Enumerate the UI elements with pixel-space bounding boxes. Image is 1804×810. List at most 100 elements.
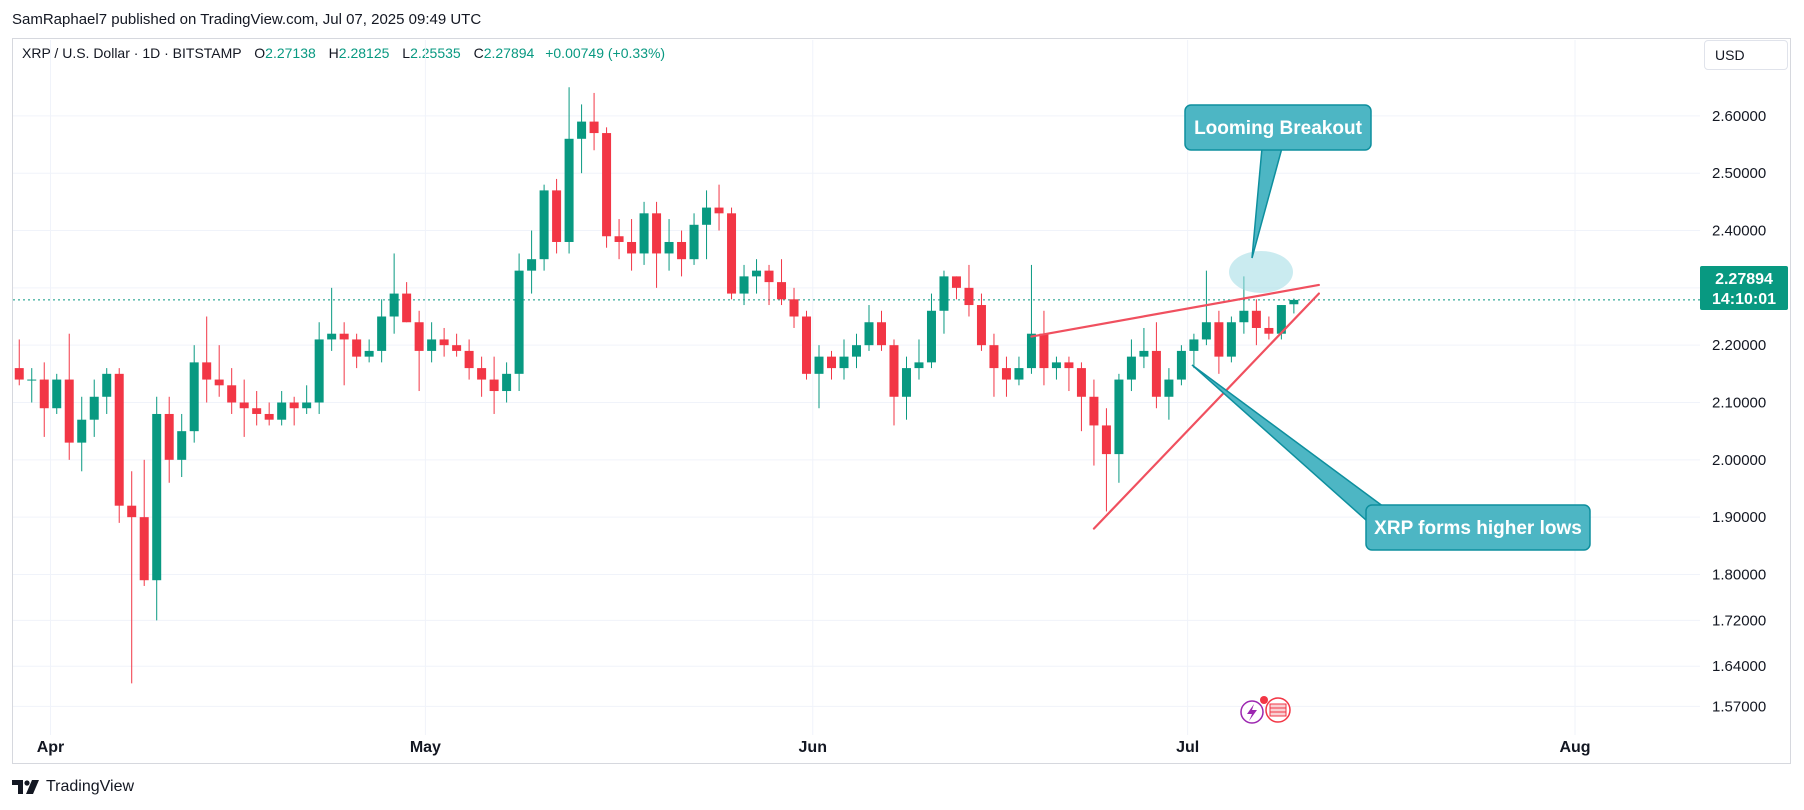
candle[interactable] [1151, 322, 1161, 409]
event-icons[interactable] [1240, 696, 1291, 724]
candle[interactable] [277, 391, 287, 426]
candle[interactable] [589, 92, 599, 151]
currency-selector[interactable]: USD [1704, 40, 1788, 70]
candle[interactable] [989, 333, 999, 397]
candle[interactable] [452, 333, 462, 357]
candle[interactable] [1126, 339, 1136, 392]
candle[interactable] [1189, 333, 1199, 369]
candle[interactable] [439, 327, 449, 357]
candle[interactable] [89, 379, 99, 437]
candle[interactable] [714, 184, 724, 231]
candle[interactable] [951, 276, 961, 300]
candle[interactable] [702, 190, 712, 260]
candle[interactable] [327, 287, 337, 351]
candle[interactable] [1014, 356, 1024, 386]
candle[interactable] [964, 264, 974, 317]
candle[interactable] [377, 299, 387, 363]
candle[interactable] [1226, 316, 1236, 363]
candle[interactable] [352, 333, 362, 369]
candle[interactable] [1164, 368, 1174, 420]
candle[interactable] [314, 322, 324, 414]
candle[interactable] [102, 368, 112, 414]
candle[interactable] [1089, 379, 1099, 466]
candle[interactable] [976, 293, 986, 351]
candle[interactable] [302, 385, 312, 414]
candle[interactable] [514, 253, 524, 392]
candle[interactable] [1026, 264, 1036, 374]
candle[interactable] [77, 396, 87, 472]
candle[interactable] [1289, 298, 1299, 314]
candle[interactable] [127, 471, 137, 684]
candle[interactable] [939, 270, 949, 334]
candle[interactable] [614, 219, 624, 260]
candle[interactable] [864, 305, 874, 351]
candle[interactable] [552, 178, 562, 254]
candle[interactable] [152, 396, 162, 621]
breakout-callout[interactable]: Looming Breakout [1184, 104, 1372, 259]
candle[interactable] [427, 322, 437, 363]
candle[interactable] [414, 310, 424, 392]
symbol-name[interactable]: XRP / U.S. Dollar · 1D · BITSTAMP [22, 45, 242, 61]
candle[interactable] [1039, 310, 1049, 386]
candle[interactable] [889, 339, 899, 426]
candle[interactable] [252, 391, 262, 426]
candle[interactable] [164, 396, 174, 483]
candle[interactable] [202, 316, 212, 403]
candle[interactable] [289, 396, 299, 426]
candle[interactable] [789, 287, 799, 328]
candle[interactable] [577, 104, 587, 174]
candle[interactable] [364, 339, 374, 363]
candle[interactable] [339, 322, 349, 386]
candle[interactable] [214, 345, 224, 397]
candle[interactable] [227, 368, 237, 414]
candle[interactable] [677, 230, 687, 277]
candle[interactable] [64, 333, 74, 460]
trendline-lower[interactable] [1092, 292, 1320, 530]
candle[interactable] [489, 356, 499, 414]
candle[interactable] [876, 310, 886, 351]
candle[interactable] [264, 402, 274, 426]
candle[interactable] [464, 339, 474, 380]
candle[interactable] [502, 362, 512, 403]
candle[interactable] [1251, 299, 1261, 346]
candle[interactable] [114, 368, 124, 523]
candle[interactable] [27, 368, 37, 403]
candle[interactable] [739, 264, 749, 306]
candle[interactable] [389, 253, 399, 334]
candle[interactable] [926, 293, 936, 369]
tradingview-brand[interactable]: TradingView [12, 778, 134, 796]
candle[interactable] [477, 356, 487, 397]
candle[interactable] [727, 207, 737, 300]
candle[interactable] [852, 333, 861, 369]
candle[interactable] [1214, 310, 1224, 374]
candle[interactable] [139, 459, 149, 586]
candle[interactable] [1076, 362, 1086, 432]
candle[interactable] [1051, 356, 1061, 380]
candle[interactable] [1001, 356, 1011, 397]
candle[interactable] [1064, 356, 1074, 392]
candle[interactable] [14, 339, 24, 386]
candle[interactable] [777, 259, 787, 306]
candle[interactable] [901, 356, 911, 420]
higher-lows-callout[interactable]: XRP forms higher lows [1191, 364, 1591, 551]
candle[interactable] [689, 213, 699, 265]
candle[interactable] [752, 259, 762, 294]
candle[interactable] [177, 413, 187, 478]
candle[interactable] [639, 201, 649, 265]
candle[interactable] [802, 310, 812, 380]
candle[interactable] [52, 373, 62, 414]
candle[interactable] [1139, 327, 1149, 369]
candle[interactable] [1114, 373, 1124, 483]
candle[interactable] [839, 339, 849, 380]
candle[interactable] [664, 219, 674, 271]
candle[interactable] [1101, 408, 1111, 512]
candle[interactable] [564, 87, 574, 254]
candle[interactable] [1176, 345, 1186, 386]
trendline-upper[interactable] [1030, 283, 1320, 338]
candle[interactable] [539, 184, 549, 271]
candle[interactable] [627, 219, 637, 271]
candle[interactable] [827, 350, 837, 380]
candle[interactable] [527, 230, 537, 294]
candle[interactable] [1264, 316, 1274, 340]
